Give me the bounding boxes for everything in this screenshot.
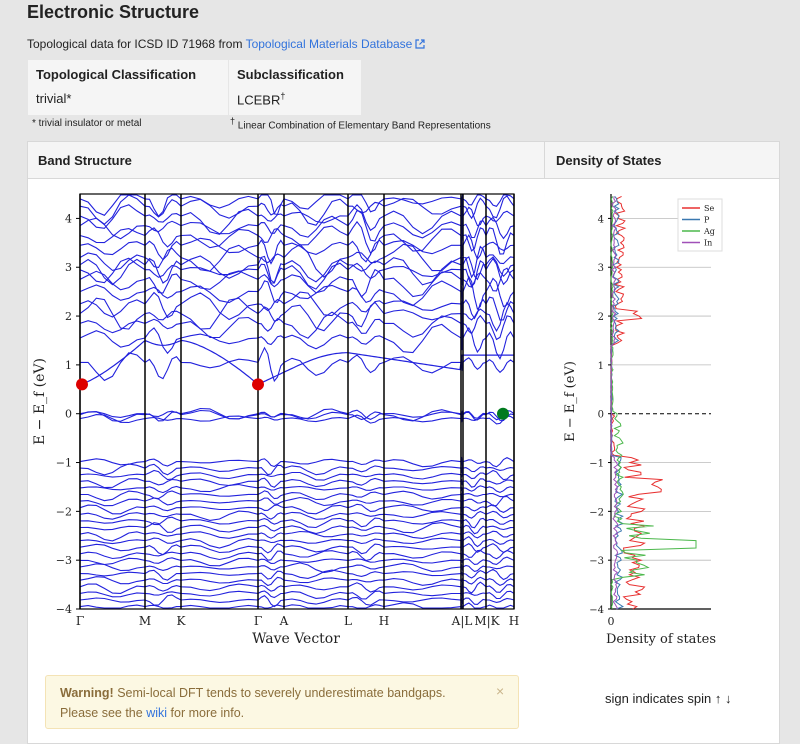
- classification-value: trivial*: [36, 91, 72, 106]
- legend-label: In: [704, 239, 712, 248]
- external-link-icon[interactable]: [415, 39, 425, 49]
- y-tick-label: 3: [598, 263, 604, 274]
- x-tick-label: K: [177, 614, 187, 628]
- y-tick-label: −4: [56, 603, 72, 616]
- page-title: Electronic Structure: [27, 2, 200, 22]
- y-axis-label: E − E_f (eV): [563, 361, 578, 442]
- subclassification-value: LCEBR†: [237, 91, 285, 107]
- x-tick-label: A|L: [451, 614, 473, 628]
- y-tick-label: −2: [56, 505, 72, 518]
- warning-line-2: Please see the wiki for more info.: [60, 706, 244, 720]
- warning-box: Warning! Semi-local DFT tends to severel…: [45, 675, 519, 729]
- dos-header: Density of States: [545, 142, 779, 179]
- conduction-band-line: [79, 339, 514, 386]
- classification-cell: Topological Classification trivial*: [28, 60, 228, 115]
- y-tick-label: 3: [65, 261, 72, 274]
- subclassification-header: Subclassification: [237, 67, 344, 82]
- dos-legend: Se P Ag In: [677, 198, 723, 252]
- y-tick-label: −3: [56, 554, 72, 567]
- trivial-note: * trivial insulator or metal: [32, 118, 142, 129]
- y-tick-label: −1: [589, 459, 604, 470]
- x-tick-label: M: [139, 614, 151, 628]
- cbm-marker: [252, 378, 264, 391]
- classification-header: Topological Classification: [36, 67, 197, 82]
- x-tick-label: 0: [608, 615, 615, 628]
- band-structure-chart: −4 −3 −2 −1 0 1 2 3 4 Γ M K Γ A L H A|L M|K H Wave Vector E …: [32, 193, 519, 647]
- y-tick-label: −2: [589, 507, 604, 518]
- lcebr-note-mark: †: [230, 116, 236, 126]
- legend-label: Se: [704, 204, 714, 213]
- x-tick-label: H: [379, 614, 389, 628]
- vbm-marker: [497, 407, 509, 420]
- warning-text-3: for more info.: [170, 706, 245, 720]
- plot-frame: [79, 193, 515, 610]
- y-tick-label: −1: [56, 457, 72, 470]
- y-tick-label: 4: [65, 212, 72, 225]
- lcebr-note-text: Linear Combination of Elementary Band Re…: [237, 120, 491, 132]
- y-tick-label: 4: [598, 214, 604, 225]
- y-axis-label: E − E_f (eV): [32, 358, 48, 445]
- warning-text: Semi-local DFT tends to severely underes…: [117, 686, 446, 700]
- dagger-mark: †: [280, 91, 286, 101]
- x-tick-label: Γ: [76, 614, 84, 628]
- x-tick-label: M|K: [474, 614, 500, 628]
- warning-line-1: Warning! Semi-local DFT tends to severel…: [60, 686, 446, 700]
- spin-note: sign indicates spin ↑ ↓: [605, 691, 732, 706]
- x-tick-label: L: [344, 614, 352, 628]
- y-tick-label: 0: [598, 410, 604, 421]
- warning-bold: Warning!: [60, 686, 114, 700]
- y-tick-label: −4: [589, 605, 604, 616]
- source-prefix: Topological data for ICSD ID 71968 from: [27, 37, 243, 51]
- x-axis-label: Wave Vector: [252, 631, 340, 647]
- x-tick-label: Γ: [254, 614, 262, 628]
- subclassification-text: LCEBR: [237, 92, 281, 108]
- dos-series-ag: [610, 196, 697, 610]
- warning-text-2: Please see the: [60, 706, 143, 720]
- y-tick-label: 1: [65, 359, 72, 372]
- dos-chart: Se P Ag In −4 −3 −2 −1 0 1 2 3 4 0 Density of states E …: [563, 194, 723, 647]
- dos-series-in: [610, 196, 619, 610]
- y-tick-label: 1: [598, 361, 604, 372]
- x-tick-label: H: [509, 614, 519, 628]
- wiki-link[interactable]: wiki: [146, 706, 168, 720]
- y-tick-label: 2: [598, 312, 604, 323]
- plot-area: [80, 194, 514, 609]
- source-line: Topological data for ICSD ID 71968 from …: [27, 37, 425, 51]
- bands-group: [79, 194, 515, 609]
- source-link[interactable]: Topological Materials Database: [245, 37, 413, 51]
- band-structure-header: Band Structure: [28, 142, 545, 179]
- cbm-marker: [76, 378, 88, 391]
- legend-label: P: [704, 216, 710, 225]
- lcebr-note: † Linear Combination of Elementary Band …: [230, 116, 491, 131]
- y-tick-label: 0: [65, 408, 72, 421]
- x-axis-label: Density of states: [606, 632, 716, 647]
- y-tick-label: −3: [589, 556, 604, 567]
- y-tick-label: 2: [65, 310, 72, 323]
- x-tick-label: A: [279, 614, 289, 628]
- subclassification-cell: Subclassification LCEBR†: [229, 60, 361, 115]
- close-icon[interactable]: ×: [496, 683, 505, 699]
- legend-label: Ag: [703, 227, 715, 236]
